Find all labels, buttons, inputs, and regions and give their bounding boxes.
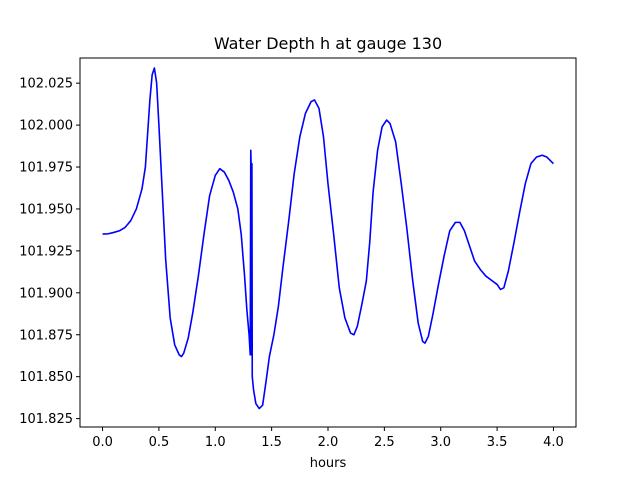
x-tick-label: 2.0: [318, 435, 339, 450]
chart-title: Water Depth h at gauge 130: [214, 34, 442, 53]
y-tick-label: 102.025: [19, 77, 73, 92]
x-tick-label: 3.5: [487, 435, 508, 450]
y-tick-label: 102.000: [19, 119, 73, 134]
x-tick-label: 1.0: [205, 435, 226, 450]
x-tick-label: 3.0: [430, 435, 451, 450]
y-tick-label: 101.900: [19, 286, 73, 301]
y-tick-label: 101.825: [19, 412, 73, 427]
plot-area: 0.0 0.5 1.0 1.5 2.0 2.5 3.0 3.5 4.0 101.825 101.85…: [19, 57, 577, 450]
x-tick-label: 2.5: [374, 435, 395, 450]
x-axis-label: hours: [310, 456, 347, 471]
y-tick-label: 101.950: [19, 202, 73, 217]
x-tick-label: 0.0: [92, 435, 113, 450]
y-tick-label: 101.850: [19, 370, 73, 385]
series-line-0: [102, 67, 555, 410]
x-tick-label: 1.5: [261, 435, 282, 450]
x-tick-label: 0.5: [149, 435, 170, 450]
x-tick-label: 4.0: [543, 435, 564, 450]
y-tick-label: 101.925: [19, 244, 73, 259]
y-tick-label: 101.975: [19, 161, 73, 176]
y-tick-label: 101.875: [19, 328, 73, 343]
